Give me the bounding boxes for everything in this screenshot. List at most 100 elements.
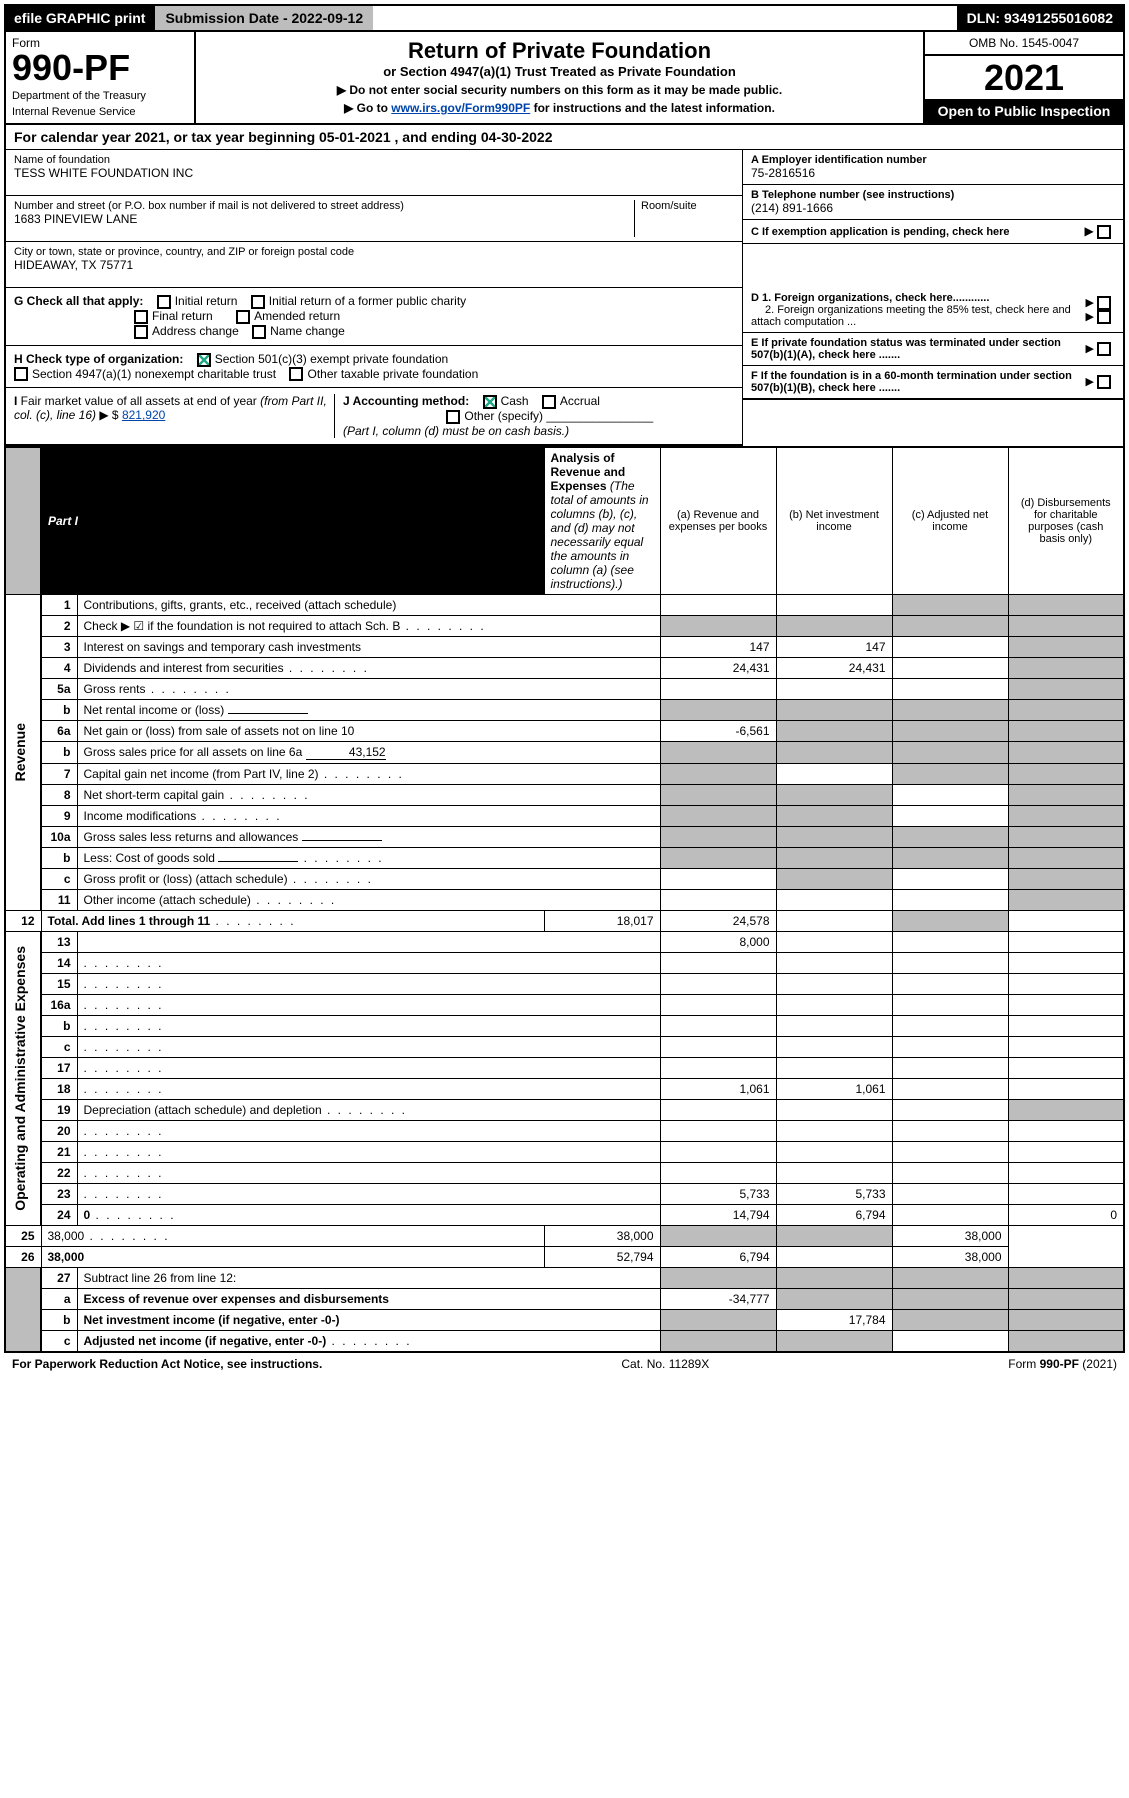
cell-a [660,805,776,826]
calendar-year-line: For calendar year 2021, or tax year begi… [4,125,1125,150]
cell-b [776,1288,892,1309]
cell-d [1008,1015,1124,1036]
cell-a [660,994,776,1015]
line-number: 19 [41,1099,77,1120]
cell-c [892,805,1008,826]
submission-date: Submission Date - 2022-09-12 [153,6,373,30]
line-desc: Contributions, gifts, grants, etc., rece… [77,594,660,615]
i-value[interactable]: 821,920 [122,408,165,422]
h2-label: Section 4947(a)(1) nonexempt charitable … [32,367,276,381]
table-row: 11Other income (attach schedule) [5,889,1124,910]
e-label: E If private foundation status was termi… [751,337,1085,361]
cell-b [776,1141,892,1162]
cell-c [892,1309,1008,1330]
line-number: 13 [41,931,77,952]
cell-a: 52,794 [544,1246,660,1267]
line-number: 3 [41,636,77,657]
line-number: 26 [5,1246,41,1267]
g-initial-check[interactable] [157,295,171,309]
f-checkbox[interactable] [1097,375,1111,389]
col-b-hdr: (b) Net investment income [776,447,892,595]
revenue-side-label: Revenue [12,723,28,781]
table-row: 17 [5,1057,1124,1078]
cell-a [660,1057,776,1078]
table-row: bGross sales price for all assets on lin… [5,741,1124,763]
line-desc [77,1162,660,1183]
c-checkbox[interactable] [1097,225,1111,239]
j-accr-check[interactable] [542,395,556,409]
line-desc: Income modifications [77,805,660,826]
line-desc: 0 [77,1204,660,1225]
cell-b: 1,061 [776,1078,892,1099]
cell-a [660,1036,776,1057]
line-number: 12 [5,910,41,931]
cell-c [892,1288,1008,1309]
g-amended-check[interactable] [236,310,250,324]
table-row: Revenue1Contributions, gifts, grants, et… [5,594,1124,615]
table-row: 2638,00052,7946,79438,000 [5,1246,1124,1267]
cell-b [776,1330,892,1352]
g-addr-check[interactable] [134,325,148,339]
cell-a: -6,561 [660,720,776,741]
h3-check[interactable] [289,367,303,381]
line-number: 20 [41,1120,77,1141]
cell-c [892,720,1008,741]
form-number: 990-PF [12,50,188,86]
g-initial-pub: Initial return of a former public charit… [269,294,466,308]
line-number: 22 [41,1162,77,1183]
line-number: 7 [41,763,77,784]
g-initialpub-check[interactable] [251,295,265,309]
table-row: 5aGross rents [5,678,1124,699]
line-number: 18 [41,1078,77,1099]
col-d-hdr: (d) Disbursements for charitable purpose… [1008,447,1124,595]
e-checkbox[interactable] [1097,342,1111,356]
cal-begin: 05-01-2021 [319,129,391,145]
g-label: G Check all that apply: [14,294,143,308]
cell-a: 147 [660,636,776,657]
i-text: Fair market value of all assets at end o… [14,394,327,422]
cell-c [892,1141,1008,1162]
irs-link[interactable]: www.irs.gov/Form990PF [391,101,530,115]
table-row: bNet investment income (if negative, ent… [5,1309,1124,1330]
cell-d [1008,741,1124,763]
c-arrow: ▶ [1084,224,1115,239]
h1-check[interactable] [197,353,211,367]
h-label: H Check type of organization: [14,352,183,366]
j-cash-check[interactable] [483,395,497,409]
cell-c [892,657,1008,678]
line-number: 6a [41,720,77,741]
tel-label: B Telephone number (see instructions) [751,189,1115,201]
d2-checkbox[interactable] [1097,310,1111,324]
g-final-check[interactable] [134,310,148,324]
line-number: b [41,699,77,720]
cell-b [776,1036,892,1057]
j-label: J Accounting method: [343,394,469,408]
h2-check[interactable] [14,367,28,381]
footer-cat: Cat. No. 11289X [621,1357,709,1371]
cell-a: 8,000 [660,931,776,952]
line-desc [77,931,660,952]
d1-checkbox[interactable] [1097,296,1111,310]
cell-c [892,1330,1008,1352]
cell-d [1008,1099,1124,1120]
cell-a: 38,000 [544,1225,660,1246]
line-number: 4 [41,657,77,678]
line-number: b [41,847,77,868]
table-row: cAdjusted net income (if negative, enter… [5,1330,1124,1352]
cell-d [1008,1309,1124,1330]
line-desc [77,1120,660,1141]
g-name-check[interactable] [252,325,266,339]
line-number: 8 [41,784,77,805]
cell-d [1008,1057,1124,1078]
cell-b [776,1267,892,1288]
table-row: 8Net short-term capital gain [5,784,1124,805]
cell-c [892,699,1008,720]
j-other-check[interactable] [446,410,460,424]
cell-d [1008,1288,1124,1309]
addr-label: Number and street (or P.O. box number if… [14,200,634,212]
line-number: 15 [41,973,77,994]
note-1: ▶ Do not enter social security numbers o… [202,83,917,97]
cell-a [660,678,776,699]
line-desc [77,1141,660,1162]
open-inspection: Open to Public Inspection [925,99,1123,123]
